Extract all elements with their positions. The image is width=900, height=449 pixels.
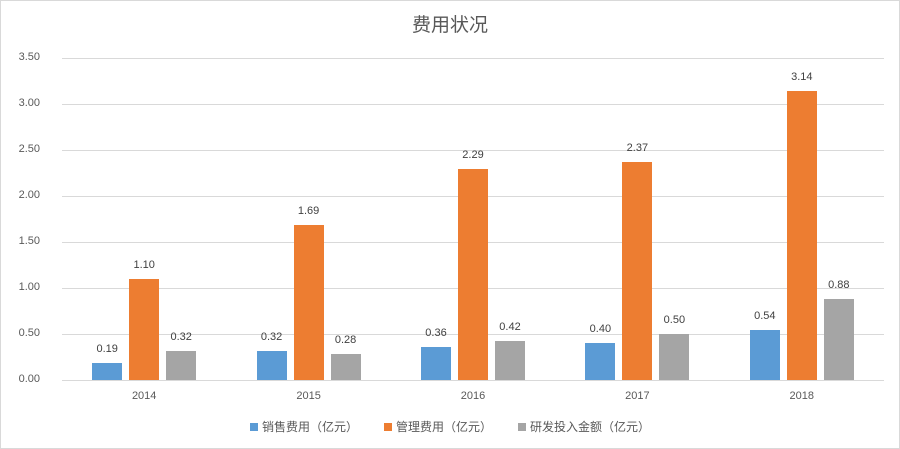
y-tick-label: 1.00	[18, 281, 40, 293]
data-label: 0.88	[828, 279, 850, 292]
legend-item: 销售费用（亿元）	[249, 418, 358, 435]
bar	[786, 91, 817, 380]
data-label: 1.10	[133, 258, 155, 271]
y-tick-label: 2.50	[18, 143, 40, 155]
plot-area: 0.19 1.10 0.32 0.32 1.69 0.28 0.36 2.29 0.42 0.40…	[62, 58, 884, 381]
x-tick-label: 2017	[625, 390, 650, 402]
bar	[458, 169, 488, 380]
y-tick-label: 2.00	[18, 189, 40, 201]
data-label: 0.40	[589, 323, 612, 336]
x-tick-label: 2016	[460, 390, 486, 402]
data-label: 1.69	[297, 204, 320, 217]
data-label: 0.42	[499, 321, 521, 334]
legend-swatch-icon	[518, 422, 526, 431]
bar	[585, 343, 616, 380]
bar	[256, 350, 287, 380]
bar	[129, 278, 160, 380]
y-tick-label: 0.50	[18, 327, 40, 339]
legend-swatch-icon	[383, 422, 392, 431]
data-label: 0.32	[260, 330, 283, 343]
bar	[330, 354, 361, 380]
legend-label: 销售费用（亿元）	[261, 420, 358, 434]
data-label: 0.28	[334, 334, 357, 347]
legend: 销售费用（亿元） 管理费用（亿元） 研发投入金额（亿元）	[0, 418, 900, 435]
y-tick-label: 1.50	[18, 235, 40, 247]
legend-item: 研发投入金额（亿元）	[518, 418, 650, 435]
data-label: 0.50	[663, 314, 686, 326]
data-label: 3.14	[791, 71, 813, 84]
data-label: 0.36	[425, 326, 447, 339]
data-label: 0.19	[96, 342, 118, 355]
bar	[495, 341, 525, 380]
x-tick-label: 2018	[789, 390, 815, 402]
legend-item: 管理费用（亿元）	[383, 418, 492, 435]
chart-title: 费用状况	[411, 14, 488, 36]
gridline	[62, 104, 884, 105]
bar	[749, 330, 780, 380]
gridline	[62, 380, 884, 381]
bar	[92, 362, 123, 380]
y-tick-label: 0.00	[18, 373, 40, 385]
gridline	[62, 150, 884, 151]
bar	[622, 161, 653, 380]
data-label: 0.54	[754, 310, 776, 323]
legend-swatch-icon	[249, 422, 258, 431]
data-label: 2.29	[462, 149, 484, 162]
bar	[659, 334, 690, 380]
y-tick-label: 3.50	[18, 51, 40, 63]
bar	[823, 299, 854, 380]
data-label: 2.37	[626, 141, 649, 154]
data-label: 0.32	[170, 330, 192, 343]
bar	[421, 346, 451, 380]
x-tick-label: 2015	[296, 390, 321, 402]
bar	[293, 224, 324, 380]
y-tick-label: 3.00	[18, 97, 40, 109]
x-tick-label: 2014	[131, 390, 157, 402]
legend-label: 管理费用（亿元）	[395, 420, 492, 434]
gridline	[62, 58, 884, 59]
bar	[166, 350, 197, 380]
legend-label: 研发投入金额（亿元）	[530, 420, 651, 434]
